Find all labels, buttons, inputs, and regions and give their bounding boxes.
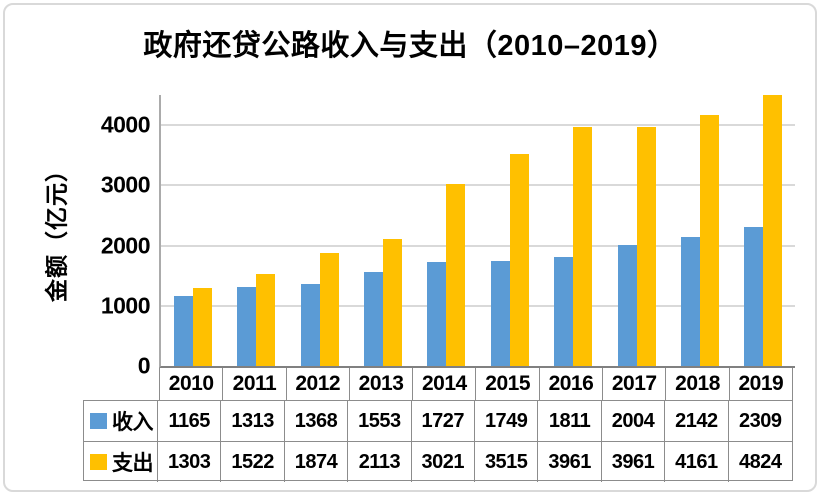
table-cell-income: 1313	[221, 401, 285, 442]
y-tick-0: 0	[137, 352, 151, 379]
table-cell-expenditure: 4161	[665, 442, 729, 482]
bar-收入-2017	[617, 245, 637, 366]
bar-支出-2013	[382, 238, 402, 366]
table-cell-expenditure: 3961	[538, 442, 602, 482]
y-tick-1000: 1000	[100, 292, 151, 319]
table-cell-income: 2309	[728, 401, 792, 442]
table-cell-income: 1749	[475, 401, 539, 442]
bar-收入-2011	[237, 286, 257, 366]
bar-group-2019	[732, 95, 795, 366]
bar-group-2014	[415, 95, 478, 366]
bar-支出-2015	[509, 154, 529, 366]
x-label: 2014	[413, 368, 477, 400]
legend-item-income: 收入	[84, 401, 158, 442]
plot-area	[159, 95, 795, 368]
bar-收入-2018	[680, 237, 700, 366]
bar-收入-2019	[744, 226, 764, 366]
bar-收入-2013	[363, 272, 383, 366]
bar-支出-2010	[192, 287, 212, 366]
x-label: 2012	[287, 368, 350, 400]
y-tick-4000: 4000	[100, 111, 151, 138]
table-cell-income: 1165	[158, 401, 222, 442]
table-cell-income: 2004	[601, 401, 666, 442]
bar-group-2010	[161, 95, 224, 366]
x-label: 2018	[666, 368, 730, 400]
table-cell-expenditure: 1522	[221, 442, 285, 482]
bar-支出-2011	[256, 274, 276, 366]
bar-支出-2019	[763, 95, 783, 366]
bar-group-2011	[224, 95, 287, 366]
bar-group-2015	[478, 95, 541, 366]
bar-group-2012	[288, 95, 351, 366]
legend-label-income: 收入	[112, 411, 154, 434]
bar-group-2013	[351, 95, 414, 366]
table-cell-income: 2142	[665, 401, 729, 442]
x-label: 2011	[223, 368, 287, 400]
gridline-3000	[161, 184, 795, 187]
table-cell-expenditure: 3021	[412, 442, 475, 482]
x-label: 2015	[476, 368, 540, 400]
table-cell-income: 1811	[538, 401, 602, 442]
table-cell-income: 1727	[411, 401, 475, 442]
gridline-4000	[161, 124, 795, 127]
table-cell-expenditure: 4824	[739, 450, 782, 473]
bar-group-2018	[668, 95, 731, 366]
chart-title: 政府还贷公路收入与支出（2010–2019）	[143, 30, 677, 62]
bar-支出-2012	[319, 253, 339, 366]
x-label: 2010	[160, 368, 224, 400]
bar-收入-2010	[173, 295, 193, 366]
income-color-swatch	[90, 413, 107, 429]
expenditure-color-swatch	[90, 454, 107, 470]
table-cell-expenditure: 1303	[158, 442, 222, 482]
bar-group-2016	[541, 95, 604, 366]
bar-收入-2014	[427, 262, 447, 366]
bar-支出-2014	[446, 184, 466, 366]
table-cell-expenditure: 3961	[602, 442, 666, 482]
gridline-1000	[161, 304, 795, 307]
bar-收入-2012	[300, 283, 320, 366]
gridline-2000	[161, 244, 795, 247]
x-label: 2016	[540, 368, 604, 400]
data-table: 收入 1165 1313 1368 1553 1727 1749 1811 20…	[83, 400, 793, 482]
table-cell-expenditure: 2113	[348, 442, 412, 482]
bar-series-container	[161, 95, 795, 366]
y-tick-3000: 3000	[100, 171, 151, 198]
table-cell-income: 1368	[284, 401, 349, 442]
bar-收入-2015	[490, 260, 510, 366]
x-label: 2017	[603, 368, 667, 400]
y-axis-tick-labels: 0 1000 2000 3000 4000	[40, 95, 151, 377]
table-cell-expenditure: 1874	[285, 442, 349, 482]
bar-支出-2018	[699, 115, 719, 366]
y-tick-2000: 2000	[100, 232, 151, 259]
table-cell-income: 1553	[348, 401, 412, 442]
legend-item-expenditure: 支出	[84, 442, 158, 482]
x-axis-labels: 2010 2011 2012 2013 2014 2015 2016 2017 …	[159, 368, 793, 400]
x-label: 2013	[350, 368, 414, 400]
table-cell-expenditure: 3515	[475, 442, 539, 482]
bar-支出-2017	[636, 127, 656, 366]
bar-支出-2016	[573, 127, 593, 366]
x-label: 2019	[730, 368, 793, 400]
legend-label-expenditure: 支出	[112, 452, 154, 475]
bar-收入-2016	[554, 256, 574, 366]
bar-group-2017	[605, 95, 668, 366]
